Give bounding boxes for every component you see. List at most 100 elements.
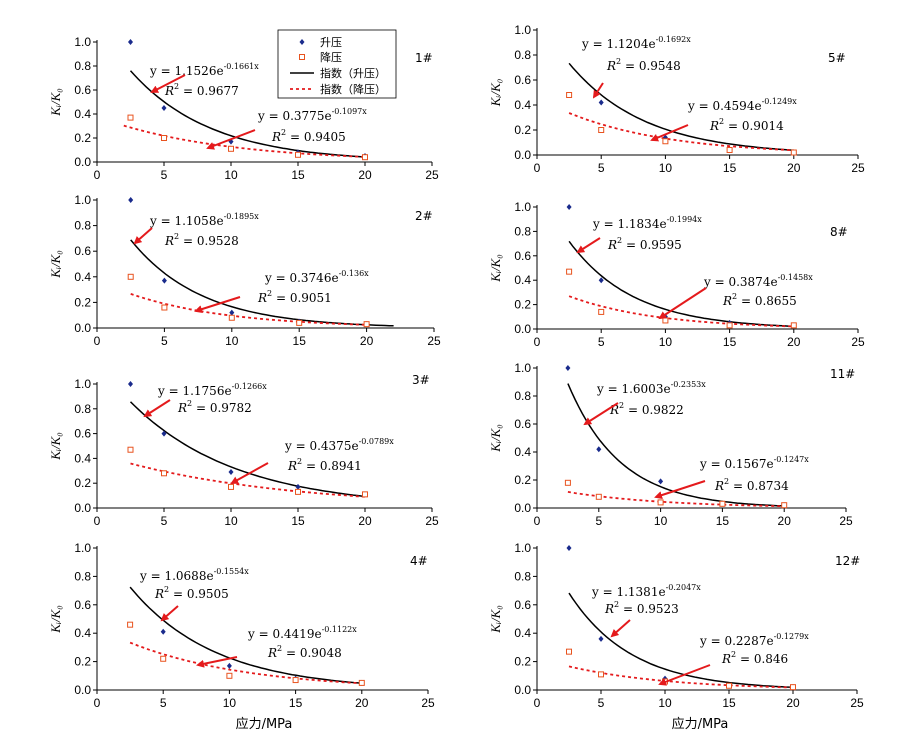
equation-fall: y = 0.4375e-0.0789x: [284, 437, 394, 453]
x-tick-label: 15: [289, 696, 303, 710]
fall-point: [292, 677, 299, 684]
fall-point: [726, 147, 733, 153]
x-tick-label: 20: [360, 334, 374, 348]
x-axis-label-right: 应力/MPa: [672, 716, 729, 732]
x-tick-label: 25: [851, 335, 865, 349]
equation-fall: y = 0.2287e-0.1279x: [699, 632, 809, 648]
legend-marker-fall: [299, 54, 305, 60]
fall-point: [228, 483, 234, 490]
fall-point: [598, 671, 604, 678]
fall-point: [781, 502, 788, 509]
x-tick-label: 15: [723, 335, 737, 349]
rise-point: [596, 446, 602, 453]
y-tick-label: 0.4: [514, 445, 531, 459]
x-tick-label: 5: [598, 696, 605, 710]
fit-curve-fall: [123, 124, 366, 158]
y-tick-label: 0.6: [74, 598, 91, 612]
x-axis-label-left: 应力/MPa: [236, 716, 293, 732]
y-tick-label: 0.8: [514, 48, 531, 62]
fall-point: [161, 135, 167, 141]
y-axis-label: Kᵢ/K₀: [488, 254, 503, 283]
fall-point: [566, 268, 573, 275]
x-tick-label: 15: [716, 514, 730, 528]
equation-rise: y = 1.1058e-0.1895x: [149, 212, 259, 228]
equation-fall: y = 0.1567e-0.1247x: [699, 455, 809, 471]
r2-fall: R2 = 0.8655: [722, 292, 797, 308]
x-tick-label: 0: [534, 335, 541, 349]
y-axis-label: Kᵢ/K₀: [488, 79, 503, 108]
annotation-arrow: [150, 74, 186, 93]
y-axis-label: Kᵢ/K₀: [48, 88, 63, 117]
fit-curve-rise: [129, 401, 366, 498]
rise-point: [598, 99, 604, 106]
fall-point: [726, 322, 733, 329]
fall-point: [127, 446, 134, 453]
x-tick-label: 5: [598, 161, 605, 175]
x-tick-label: 25: [425, 514, 439, 528]
legend-label: 升压: [320, 36, 342, 49]
fall-point: [363, 321, 370, 328]
x-tick-label: 25: [839, 514, 853, 528]
fall-point: [566, 92, 573, 98]
fall-point: [662, 138, 669, 145]
panel-5#: 0 5 10 15 20 25 0.0 0.2 0.4 0.6 0.8 1.0 Kᵢ/K₀ y = 1.1…: [488, 23, 865, 175]
fall-point: [662, 317, 669, 324]
equation-rise: y = 1.6003e-0.2353x: [596, 380, 706, 396]
fit-curve-rise: [567, 383, 785, 507]
y-tick-label: 0.6: [74, 244, 91, 258]
r2-fall: R2 = 0.8941: [287, 457, 362, 473]
fit-curve-fall: [130, 293, 367, 326]
panel-1#: 0 5 10 15 20 25 0.0 0.2 0.4 0.6 0.8 1.0 Kᵢ/K₀ y = 1.1…: [48, 35, 439, 182]
x-tick-label: 0: [534, 514, 541, 528]
y-tick-label: 0.2: [514, 123, 531, 137]
fall-point: [790, 149, 797, 156]
legend-label: 指数（降压）: [320, 82, 386, 96]
fall-point: [566, 648, 572, 655]
r2-rise: R2 = 0.9782: [177, 399, 252, 415]
annotation-arrow: [196, 656, 238, 668]
fit-curve-fall: [568, 112, 794, 152]
fall-point: [362, 154, 368, 161]
fall-point: [228, 145, 234, 152]
y-tick-label: 0.6: [74, 83, 91, 97]
x-tick-label: 15: [723, 161, 737, 175]
r2-fall: R2 = 0.846: [721, 650, 788, 666]
fall-point: [598, 127, 605, 133]
y-tick-label: 1.0: [514, 23, 531, 37]
r2-fall: R2 = 0.8734: [714, 477, 789, 493]
fall-point: [595, 493, 602, 500]
y-tick-label: 0.4: [74, 107, 91, 121]
x-tick-label: 15: [722, 696, 736, 710]
y-tick-label: 0.0: [514, 501, 531, 515]
y-tick-label: 0.8: [514, 224, 531, 238]
x-tick-label: 20: [358, 168, 372, 182]
legend-marker-rise: [299, 39, 305, 45]
fall-point: [226, 672, 233, 679]
y-tick-label: 0.0: [74, 321, 91, 335]
annotation-arrow: [576, 237, 601, 254]
panel-8#: 0 5 10 15 20 25 0.0 0.2 0.4 0.6 0.8 1.0 Kᵢ/K₀ y = 1.1…: [488, 200, 865, 349]
annotation-arrow: [592, 82, 604, 99]
rise-point: [226, 662, 232, 669]
fall-point: [161, 304, 168, 311]
fall-point: [657, 499, 664, 506]
rise-point: [161, 430, 167, 437]
r2-fall: R2 = 0.9051: [257, 289, 332, 305]
fall-point: [228, 314, 235, 321]
r2-rise: R2 = 0.9677: [164, 82, 239, 98]
r2-fall: R2 = 0.9048: [267, 644, 342, 660]
fit-curve-rise: [568, 240, 794, 328]
y-tick-label: 0.8: [74, 569, 91, 583]
y-tick-label: 0.4: [74, 451, 91, 465]
equation-rise: y = 1.1381e-0.2047x: [591, 583, 701, 599]
y-tick-label: 1.0: [74, 377, 91, 391]
fall-point: [598, 308, 605, 315]
y-tick-label: 0.8: [74, 402, 91, 416]
annotation-arrow: [230, 462, 269, 484]
fall-point: [726, 682, 732, 689]
annotation-arrow: [160, 605, 179, 622]
y-axis-label: Kᵢ/K₀: [48, 605, 63, 634]
sample-id: 5#: [828, 51, 846, 65]
x-tick-label: 0: [534, 696, 541, 710]
